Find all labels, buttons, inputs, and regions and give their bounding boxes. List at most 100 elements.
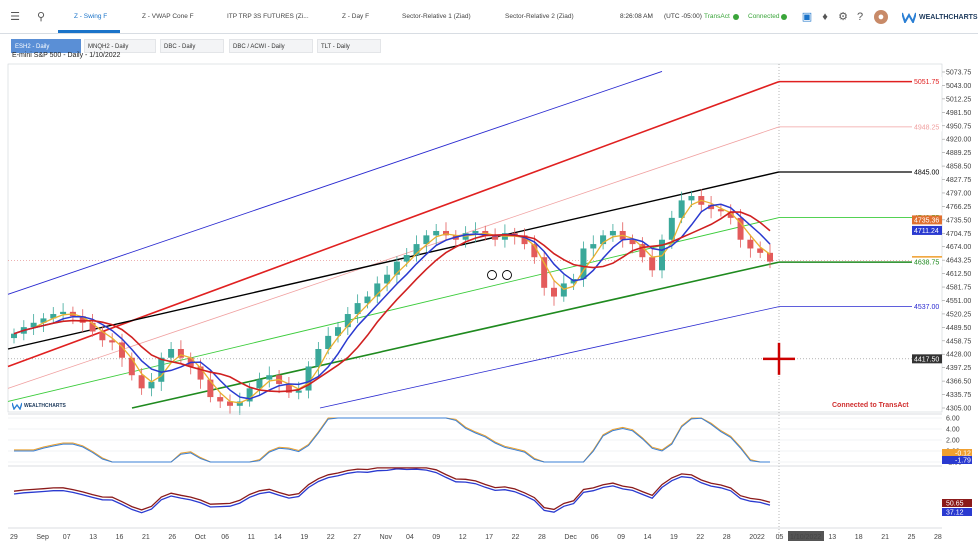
save-icon[interactable]: ▣ — [801, 11, 813, 23]
y-tick-label: 4397.25 — [946, 365, 971, 372]
candle-body — [403, 255, 410, 262]
gear-icon[interactable]: ⚙ — [838, 11, 848, 23]
candle-body — [609, 230, 616, 236]
x-tick-label: 11 — [248, 534, 255, 541]
candle-body — [580, 248, 587, 280]
x-tick-label: 28 — [934, 534, 942, 541]
indicator-panel-1: 6.004.002.000.00-2.00-0.12-1.79 — [8, 413, 972, 467]
y-tick-label: 4950.75 — [946, 123, 971, 130]
indicator1-tick: 4.00 — [946, 427, 960, 434]
candle-body — [531, 244, 538, 258]
candle-body — [168, 348, 175, 358]
candle-body — [246, 388, 253, 402]
candle-body — [11, 333, 17, 339]
drawing-circle — [487, 270, 497, 280]
connected-label: Connected — [748, 13, 780, 20]
bell-icon[interactable]: ♦ — [822, 11, 828, 23]
chart-grid — [7, 63, 945, 540]
tab-itp-trp-3s-futures[interactable]: ITP TRP 3S FUTURES (Zi... — [227, 13, 309, 20]
search-icon[interactable]: ⚲ — [36, 11, 46, 23]
y-tick-label: 4520.25 — [946, 311, 971, 318]
y-tick-label: 4920.00 — [946, 137, 971, 144]
chart-tab-mnqh2[interactable]: MNQH2 - Daily — [84, 39, 156, 53]
x-tick-label: 14 — [274, 534, 282, 541]
x-tick-label: 21 — [881, 534, 889, 541]
price-tag-label: 4537.00 — [914, 304, 939, 311]
candle-body — [600, 235, 607, 245]
candle-body — [109, 340, 116, 343]
chart-tab-esh2[interactable]: ESH2 - Daily — [11, 39, 81, 53]
ma-mid-line — [13, 203, 771, 400]
price-tag-label: 4711.24 — [914, 228, 939, 235]
price-tag-label: 4845.00 — [914, 169, 939, 176]
transact-label[interactable]: TransAct — [704, 13, 730, 20]
y-tick-label: 4612.50 — [946, 271, 971, 278]
y-tick-label: 4305.00 — [946, 406, 971, 413]
chart-tab-dbc-acwi[interactable]: DBC / ACWI - Daily — [229, 39, 313, 53]
x-tick-label: 18 — [855, 534, 863, 541]
x-tick-label: Sep — [36, 534, 49, 541]
y-tick-label: 4458.75 — [946, 338, 971, 345]
upper-blue-channel — [7, 71, 663, 295]
y-tick-label: 4735.50 — [946, 217, 971, 224]
price-chart[interactable]: 5073.75 5043.00 5012.25 4981.50 4950.75 4920.… — [0, 60, 978, 554]
candle-body — [295, 390, 302, 393]
candle-body — [492, 235, 499, 240]
indicator1-tag-label: -1.79 — [955, 458, 971, 465]
x-tick-label: 22 — [696, 534, 704, 541]
candle-body — [138, 375, 145, 389]
candle-body — [148, 381, 155, 389]
y-tick-label: 4551.00 — [946, 298, 971, 305]
chart-tab-bar: ESH2 - Daily MNQH2 - Daily DBC - Daily D… — [0, 38, 978, 54]
candle-body — [315, 348, 322, 367]
moving-averages — [13, 199, 771, 404]
candle-body — [236, 401, 243, 406]
lower-blue-channel — [319, 306, 780, 409]
tab-z-vwap-cone-f[interactable]: Z - VWAP Cone F — [142, 13, 194, 20]
candle-body — [649, 257, 656, 271]
y-tick-label: 4489.50 — [946, 325, 971, 332]
candle-body — [177, 348, 184, 358]
date-axis[interactable]: 29 Sep 07 13 16 21 26 Oct 06 11 14 19 22 27 Nov 04 09 12 1… — [8, 527, 942, 541]
candle-body — [737, 217, 744, 240]
candle-body — [79, 316, 86, 323]
candle-body — [757, 248, 764, 253]
help-icon[interactable]: ? — [856, 11, 864, 23]
chart-tab-dbc[interactable]: DBC - Daily — [160, 39, 224, 53]
green-channel — [131, 261, 780, 409]
y-tick-label: 4366.50 — [946, 379, 971, 386]
candle-body — [30, 322, 37, 328]
tab-sector-relative-2[interactable]: Sector-Relative 2 (Ziad) — [505, 13, 574, 20]
tab-z-day-f[interactable]: Z - Day F — [342, 13, 370, 20]
x-tick-label: 04 — [406, 534, 414, 541]
y-tick-label: 4858.50 — [946, 164, 971, 171]
candle-body — [717, 209, 724, 212]
candle-body — [89, 322, 96, 332]
chart-tab-tlt[interactable]: TLT - Daily — [317, 39, 381, 53]
y-tick-label: 5012.25 — [946, 96, 971, 103]
x-tick-label: 21 — [142, 534, 150, 541]
price-tag-bg — [912, 215, 942, 225]
candle-body — [767, 252, 773, 262]
price-axis[interactable]: 5073.75 5043.00 5012.25 4981.50 4950.75 4920.… — [946, 70, 971, 413]
y-tick-label: 4428.00 — [946, 352, 971, 359]
tab-z-swing-f[interactable]: Z - Swing F — [74, 13, 108, 20]
candle-body — [285, 383, 292, 393]
candle-body — [521, 235, 528, 245]
y-tick-label: 4643.25 — [946, 258, 971, 265]
drawing-circle — [502, 270, 512, 280]
candle-body — [40, 318, 47, 323]
candle-body — [99, 331, 106, 341]
indicator2-tag-bg — [942, 508, 972, 516]
candle-body — [551, 287, 557, 297]
timezone: (UTC -05:00) — [664, 13, 702, 20]
x-tick-label: 27 — [353, 534, 361, 541]
candle-body — [393, 261, 400, 275]
price-tag-bg — [912, 77, 942, 87]
chart-title: E-mini S&P 500 - Daily - 1/10/2022 — [12, 52, 121, 59]
price-tag-label: 5051.75 — [914, 79, 939, 86]
tab-sector-relative-1[interactable]: Sector-Relative 1 (Ziad) — [402, 13, 471, 20]
avatar[interactable]: ● — [874, 10, 888, 24]
menu-icon[interactable]: ☰ — [10, 11, 20, 23]
x-tick-label: 26 — [168, 534, 176, 541]
